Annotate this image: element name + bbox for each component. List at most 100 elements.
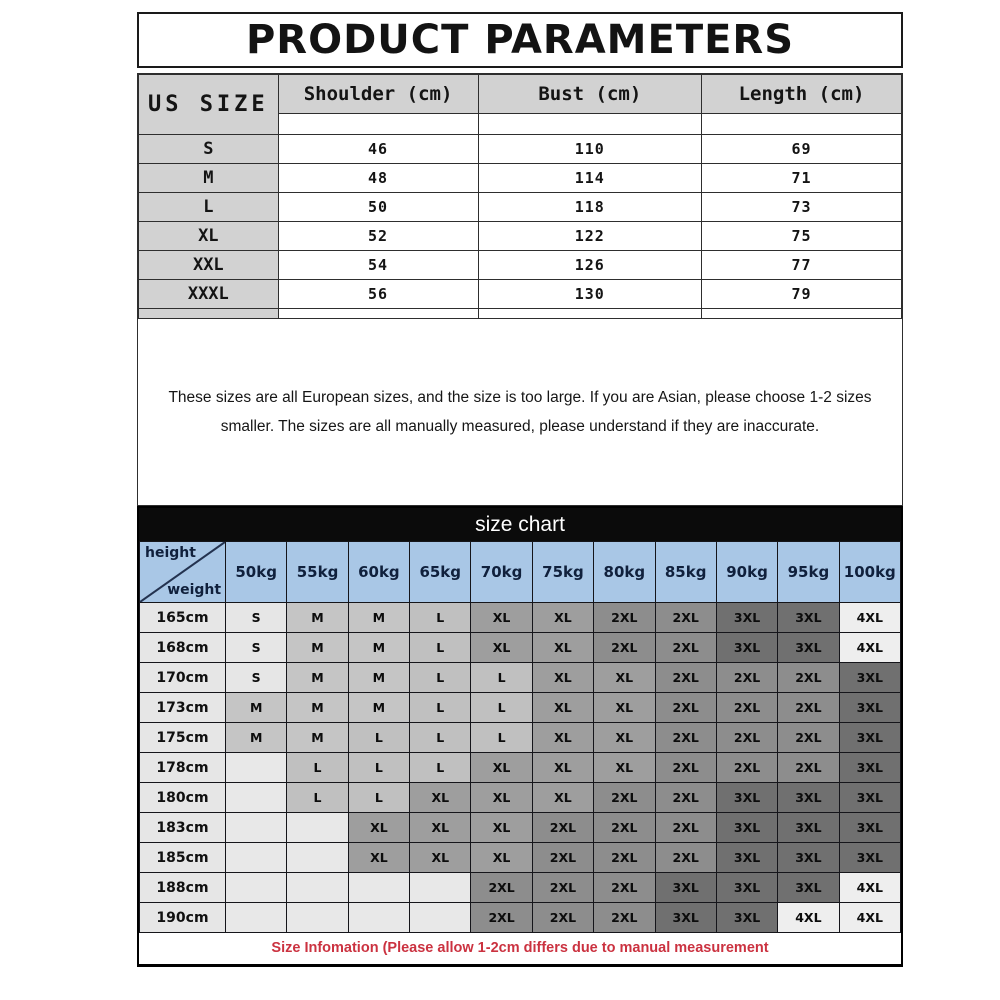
size-cell: 2XL: [777, 752, 840, 783]
size-cell: S: [224, 632, 288, 663]
size-cell: 2XL: [531, 902, 595, 933]
product-parameters-row: L 50 118 73: [138, 192, 902, 222]
bust-header: Bust (cm): [477, 74, 703, 114]
length-value: 77: [701, 250, 902, 280]
size-chart-row: 178cm L L L XL XL XL 2XL 2XL 2XL 3XL: [139, 752, 902, 783]
size-cell: S: [224, 602, 288, 633]
us-size-value: XL: [138, 221, 279, 251]
size-cell: [347, 902, 411, 933]
diagonal-divider-line: [140, 542, 225, 602]
size-chart-footer: Size Infomation (Please allow 1-2cm diff…: [139, 933, 901, 964]
size-cell: 2XL: [654, 692, 717, 723]
product-parameters-section: PRODUCT PARAMETERS US SIZE Shoulder (cm)…: [137, 12, 903, 506]
size-cell: 2XL: [777, 692, 840, 723]
size-cell: XL: [409, 842, 472, 873]
size-cell: 4XL: [838, 632, 902, 663]
size-cell: L: [409, 662, 472, 693]
height-label: 188cm: [139, 872, 226, 903]
height-label: 173cm: [139, 692, 226, 723]
size-cell: 3XL: [777, 782, 840, 813]
size-chart-title-bar: size chart: [139, 508, 901, 541]
empty-cell: [277, 308, 479, 319]
size-cell: 2XL: [531, 842, 595, 873]
length-header: Length (cm): [701, 74, 902, 114]
length-value: 75: [701, 221, 902, 251]
product-parameters-header-row: US SIZE Shoulder (cm) Bust (cm) Length (…: [138, 74, 902, 135]
shoulder-value: 52: [277, 221, 479, 251]
size-cell: 2XL: [593, 782, 656, 813]
bust-value: 126: [477, 250, 703, 280]
size-cell: XL: [593, 722, 656, 753]
length-value: 71: [701, 163, 902, 193]
size-chart-row: 180cm L L XL XL XL 2XL 2XL 3XL 3XL 3XL: [139, 782, 902, 813]
weight-header-row: height weight 50kg 55kg 60kg 65kg 70kg 75kg 80…: [139, 541, 902, 603]
weight-header: 55kg: [286, 541, 349, 603]
weight-header: 65kg: [409, 541, 472, 603]
size-cell: M: [286, 722, 349, 753]
size-cell: M: [347, 632, 411, 663]
product-parameters-row: XL 52 122 75: [138, 221, 902, 251]
size-cell: 2XL: [654, 842, 717, 873]
length-value: 69: [701, 134, 902, 164]
us-size-value: XXXL: [138, 279, 279, 309]
height-label: 175cm: [139, 722, 226, 753]
size-cell: 3XL: [715, 902, 779, 933]
size-cell: L: [470, 692, 533, 723]
size-cell: XL: [347, 842, 411, 873]
product-parameters-row: M 48 114 71: [138, 163, 902, 193]
size-cell: L: [470, 722, 533, 753]
size-chart-title: size chart: [475, 512, 565, 536]
size-cell: [224, 842, 288, 873]
size-cell: [286, 842, 349, 873]
size-cell: M: [224, 692, 288, 723]
size-cell: L: [347, 752, 411, 783]
size-cell: [347, 872, 411, 903]
size-cell: 3XL: [838, 842, 902, 873]
size-cell: L: [286, 782, 349, 813]
product-parameters-table: US SIZE Shoulder (cm) Bust (cm) Length (…: [138, 74, 902, 319]
size-cell: [224, 872, 288, 903]
product-parameters-title: PRODUCT PARAMETERS: [245, 17, 795, 63]
size-cell: [409, 872, 472, 903]
length-value: 73: [701, 192, 902, 222]
size-cell: 2XL: [654, 752, 717, 783]
size-cell: 3XL: [715, 632, 779, 663]
size-cell: XL: [593, 662, 656, 693]
size-cell: 2XL: [715, 662, 779, 693]
size-cell: 2XL: [654, 722, 717, 753]
bust-value: 118: [477, 192, 703, 222]
size-cell: 3XL: [777, 872, 840, 903]
size-cell: 2XL: [654, 812, 717, 843]
weight-header: 85kg: [654, 541, 717, 603]
shoulder-value: 48: [277, 163, 479, 193]
shoulder-header: Shoulder (cm): [277, 74, 479, 114]
height-label: 178cm: [139, 752, 226, 783]
size-chart-row: 185cm XL XL XL 2XL 2XL 2XL 3XL 3XL 3XL: [139, 842, 902, 873]
size-cell: XL: [470, 632, 533, 663]
size-cell: 2XL: [531, 872, 595, 903]
empty-cell: [701, 308, 902, 319]
height-label: 180cm: [139, 782, 226, 813]
size-cell: 2XL: [470, 872, 533, 903]
size-cell: M: [347, 692, 411, 723]
size-cell: XL: [531, 722, 595, 753]
length-value: 79: [701, 279, 902, 309]
size-cell: XL: [470, 842, 533, 873]
size-note-text: These sizes are all European sizes, and …: [168, 388, 872, 435]
size-cell: L: [347, 782, 411, 813]
size-cell: XL: [531, 782, 595, 813]
bust-value: 110: [477, 134, 703, 164]
spacer-cell: [277, 113, 479, 135]
size-chart-table: height weight 50kg 55kg 60kg 65kg 70kg 75kg 80…: [139, 541, 902, 933]
shoulder-value: 46: [277, 134, 479, 164]
size-cell: 2XL: [715, 692, 779, 723]
size-cell: [224, 902, 288, 933]
size-cell: 2XL: [593, 872, 656, 903]
us-size-header: US SIZE: [138, 74, 279, 135]
size-cell: XL: [470, 782, 533, 813]
size-cell: S: [224, 662, 288, 693]
size-cell: 2XL: [654, 782, 717, 813]
shoulder-value: 56: [277, 279, 479, 309]
empty-trailing-row: [138, 308, 902, 319]
